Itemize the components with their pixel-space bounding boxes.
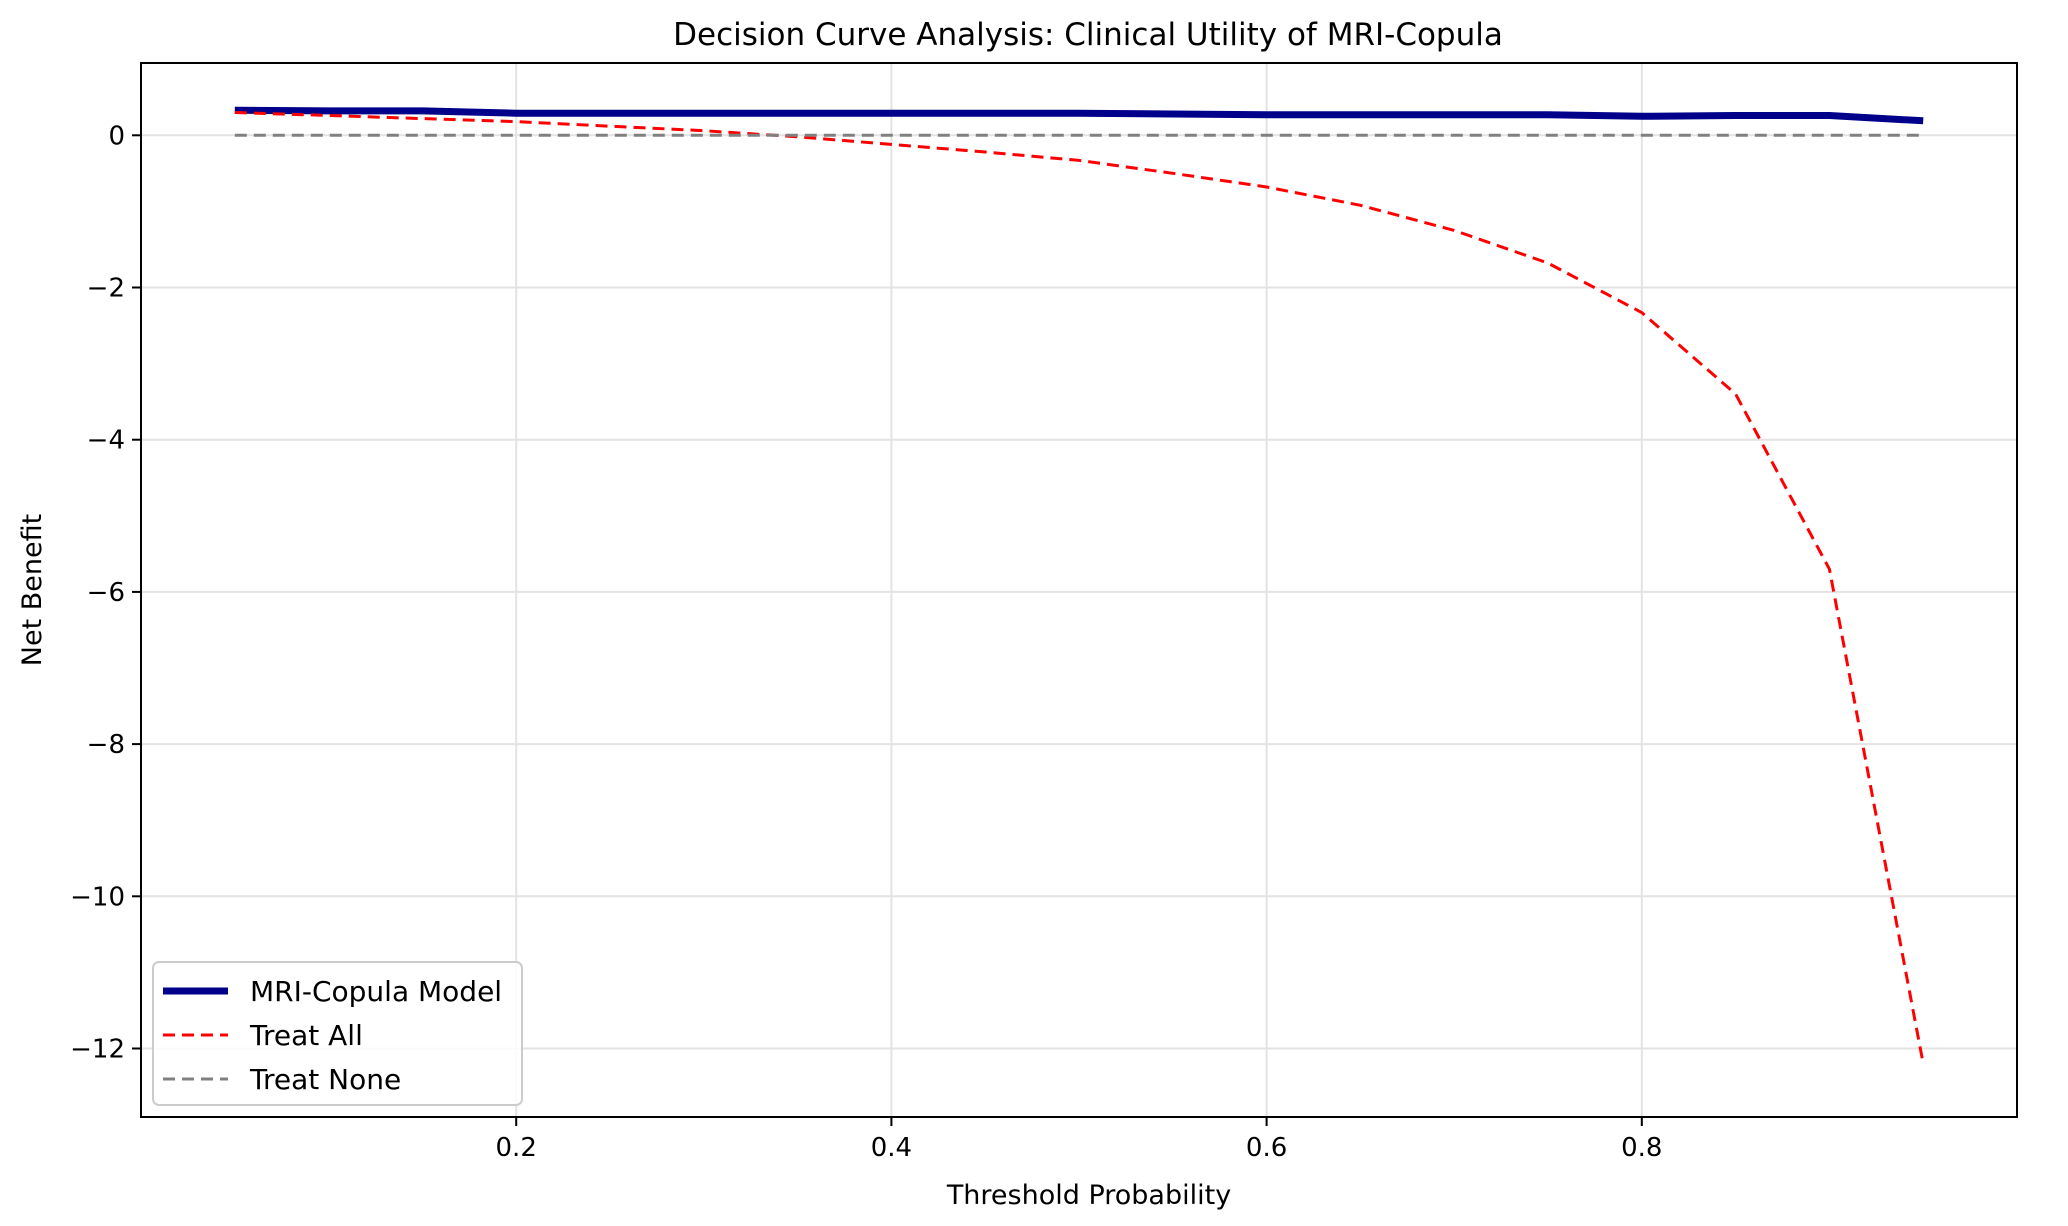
y-tick-label: −2 bbox=[87, 273, 125, 303]
axis-ticks: 0.2 0.4 0.6 0.8 0 −2 −4 −6 −8 −10 −12 bbox=[70, 121, 1662, 1163]
series-line-treat-all bbox=[234, 111, 1925, 1064]
x-tick-label: 0.6 bbox=[1246, 1133, 1287, 1163]
x-tick-label: 0.2 bbox=[496, 1133, 537, 1163]
y-axis-label: Net Benefit bbox=[17, 514, 48, 666]
grid bbox=[141, 63, 2017, 1117]
x-tick-label: 0.8 bbox=[1621, 1133, 1662, 1163]
y-tick-label: 0 bbox=[108, 121, 125, 151]
legend-box bbox=[152, 961, 523, 1106]
plot-frame bbox=[140, 62, 2018, 1118]
x-axis-label: Threshold Probability bbox=[946, 1180, 1231, 1211]
y-tick-label: −4 bbox=[87, 426, 125, 456]
series-lines bbox=[234, 106, 1925, 1064]
chart-title: Decision Curve Analysis: Clinical Utilit… bbox=[673, 17, 1503, 53]
x-tick-label: 0.4 bbox=[871, 1133, 912, 1163]
legend-label: Treat All bbox=[249, 1019, 363, 1052]
series-line-mri-copula-model bbox=[234, 106, 1924, 125]
y-tick-label: −12 bbox=[70, 1035, 125, 1065]
legend: MRI-Copula Model Treat All Treat None bbox=[152, 961, 523, 1106]
y-tick-label: −8 bbox=[87, 730, 125, 760]
legend-label: Treat None bbox=[249, 1063, 401, 1096]
legend-label: MRI-Copula Model bbox=[250, 975, 502, 1008]
y-tick-label: −6 bbox=[87, 578, 125, 608]
y-tick-label: −10 bbox=[70, 882, 125, 912]
